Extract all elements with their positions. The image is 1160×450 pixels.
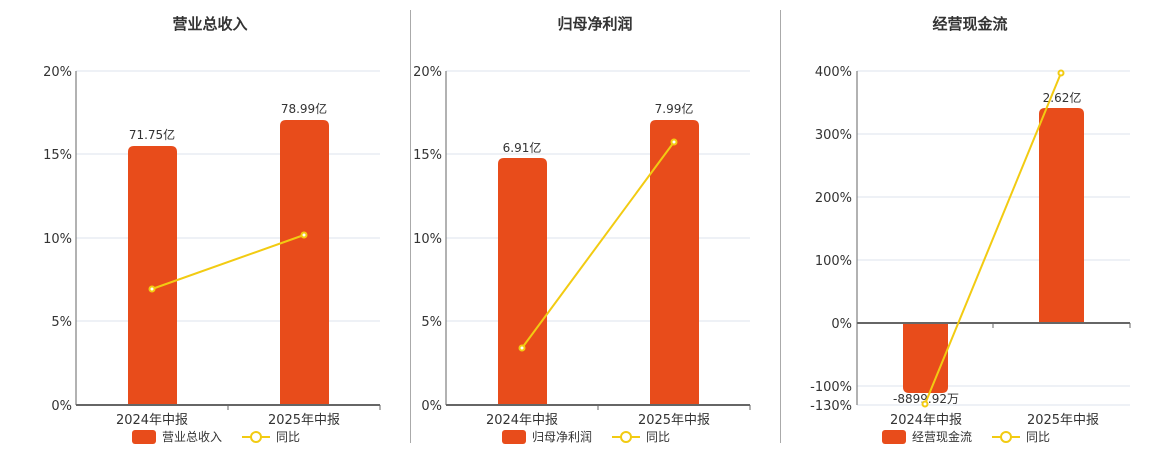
- bar-value-labels: 71.75亿 78.99亿: [129, 101, 327, 142]
- svg-text:71.75亿: 71.75亿: [129, 127, 175, 142]
- yoy-point[interactable]: [670, 138, 678, 146]
- svg-text:400%: 400%: [815, 65, 852, 80]
- gridlines: [76, 70, 380, 322]
- legend: 经营现金流 同比: [882, 428, 1050, 445]
- bar-series: [128, 120, 329, 405]
- yoy-line-series: [148, 231, 308, 293]
- yoy-point[interactable]: [518, 344, 526, 352]
- x-axis-labels: 2024年中报 2025年中报: [890, 413, 1099, 428]
- yoy-line-series: [921, 69, 1065, 408]
- svg-text:78.99亿: 78.99亿: [281, 101, 327, 116]
- svg-text:300%: 300%: [815, 128, 852, 143]
- svg-text:20%: 20%: [413, 65, 442, 80]
- bar-2025[interactable]: [280, 120, 329, 405]
- svg-text:0%: 0%: [421, 399, 442, 414]
- svg-text:5%: 5%: [51, 315, 72, 330]
- chart-title: 经营现金流: [932, 15, 1008, 33]
- svg-text:10%: 10%: [43, 232, 72, 247]
- svg-text:2025年中报: 2025年中报: [1027, 413, 1099, 428]
- svg-text:2025年中报: 2025年中报: [638, 413, 710, 428]
- gridlines: [446, 70, 750, 322]
- legend-line-label[interactable]: 同比: [276, 430, 301, 444]
- bar-series: [903, 108, 1084, 393]
- bar-2024[interactable]: [128, 146, 177, 405]
- panel-divider: [780, 10, 781, 443]
- svg-text:20%: 20%: [43, 65, 72, 80]
- chart-title: 营业总收入: [172, 15, 248, 33]
- legend: 营业总收入 同比: [132, 428, 300, 445]
- yoy-point[interactable]: [148, 285, 156, 293]
- chart-plot: 20% 15% 10% 5% 0% 71.75亿 78.99亿 2024年中报 …: [43, 65, 381, 428]
- legend-bar-swatch[interactable]: [882, 429, 906, 444]
- panel-divider: [410, 10, 411, 443]
- svg-text:-100%: -100%: [810, 380, 852, 395]
- bar-2024[interactable]: [498, 158, 547, 405]
- bar-series: [498, 120, 699, 405]
- gridlines: [857, 70, 1130, 406]
- svg-text:100%: 100%: [815, 254, 852, 269]
- x-axis-labels: 2024年中报 2025年中报: [116, 413, 340, 428]
- yoy-point[interactable]: [921, 400, 929, 408]
- chart-plot: 20% 15% 10% 5% 0% 6.91亿 7.99亿 2024年中报 20…: [413, 65, 751, 428]
- chart-plot: 400% 300% 200% 100% 0% -100% -130% -8899…: [810, 65, 1131, 428]
- yoy-point[interactable]: [300, 231, 308, 239]
- svg-text:15%: 15%: [43, 148, 72, 163]
- legend-line-icon[interactable]: [242, 430, 271, 444]
- svg-text:2024年中报: 2024年中报: [890, 413, 962, 428]
- legend-line-icon[interactable]: [612, 430, 641, 444]
- chart-panel-net-profit: 归母净利润 20% 15% 10% 5% 0% 6.91亿 7.99亿: [370, 0, 780, 450]
- legend-bar-label[interactable]: 经营现金流: [912, 430, 973, 444]
- svg-text:-130%: -130%: [810, 399, 852, 414]
- chart-title: 归母净利润: [557, 15, 633, 33]
- svg-text:0%: 0%: [831, 317, 852, 332]
- chart-panel-revenue: 营业总收入 20% 15% 10% 5% 0% 71.75亿 78.99亿: [0, 0, 410, 450]
- yoy-line-series: [518, 138, 678, 352]
- bar-2024[interactable]: [903, 323, 948, 393]
- legend-bar-label[interactable]: 归母净利润: [532, 430, 593, 444]
- legend: 归母净利润 同比: [502, 428, 670, 445]
- svg-text:200%: 200%: [815, 191, 852, 206]
- bar-2025[interactable]: [650, 120, 699, 405]
- svg-text:2025年中报: 2025年中报: [268, 413, 340, 428]
- svg-text:2024年中报: 2024年中报: [486, 413, 558, 428]
- svg-text:2024年中报: 2024年中报: [116, 413, 188, 428]
- bar-value-labels: 6.91亿 7.99亿: [503, 101, 694, 155]
- y-axis-labels: 20% 15% 10% 5% 0%: [413, 65, 442, 414]
- svg-text:7.99亿: 7.99亿: [655, 101, 694, 116]
- y-axis-labels: 20% 15% 10% 5% 0%: [43, 65, 72, 414]
- svg-text:6.91亿: 6.91亿: [503, 140, 542, 155]
- svg-text:0%: 0%: [51, 399, 72, 414]
- legend-line-label[interactable]: 同比: [646, 430, 671, 444]
- legend-line-label[interactable]: 同比: [1026, 430, 1051, 444]
- svg-text:10%: 10%: [413, 232, 442, 247]
- chart-panel-operating-cash-flow: 经营现金流 400% 300% 200% 100% 0% -100% -130%…: [780, 0, 1160, 450]
- bar-2025[interactable]: [1039, 108, 1084, 323]
- legend-bar-label[interactable]: 营业总收入: [162, 430, 223, 444]
- svg-text:15%: 15%: [413, 148, 442, 163]
- y-axis-labels: 400% 300% 200% 100% 0% -100% -130%: [810, 65, 852, 414]
- legend-bar-swatch[interactable]: [132, 429, 156, 444]
- legend-line-icon[interactable]: [992, 430, 1021, 444]
- yoy-point[interactable]: [1057, 69, 1065, 77]
- legend-bar-swatch[interactable]: [502, 429, 526, 444]
- x-axis-labels: 2024年中报 2025年中报: [486, 413, 710, 428]
- svg-text:5%: 5%: [421, 315, 442, 330]
